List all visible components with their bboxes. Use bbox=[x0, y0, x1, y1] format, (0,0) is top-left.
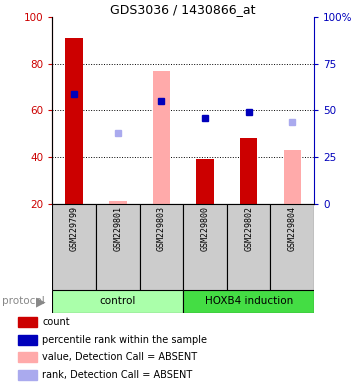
Bar bbox=[153, 71, 170, 204]
Text: protocol: protocol bbox=[2, 296, 44, 306]
Text: count: count bbox=[42, 317, 70, 327]
Text: GSM229803: GSM229803 bbox=[157, 206, 166, 251]
Text: HOXB4 induction: HOXB4 induction bbox=[205, 296, 293, 306]
Text: ▶: ▶ bbox=[36, 295, 46, 308]
Bar bbox=[283, 150, 301, 204]
Bar bbox=[52, 290, 183, 313]
Text: GSM229802: GSM229802 bbox=[244, 206, 253, 251]
Text: GSM229801: GSM229801 bbox=[113, 206, 122, 251]
Bar bbox=[65, 38, 83, 204]
Bar bbox=[196, 159, 214, 204]
Bar bbox=[270, 204, 314, 290]
Text: GSM229804: GSM229804 bbox=[288, 206, 297, 251]
Text: control: control bbox=[100, 296, 136, 306]
Bar bbox=[18, 370, 37, 380]
Bar bbox=[52, 204, 96, 290]
Bar bbox=[96, 204, 140, 290]
Text: value, Detection Call = ABSENT: value, Detection Call = ABSENT bbox=[42, 353, 197, 362]
Bar bbox=[140, 204, 183, 290]
Text: percentile rank within the sample: percentile rank within the sample bbox=[42, 334, 207, 344]
Text: GSM229800: GSM229800 bbox=[200, 206, 209, 251]
Bar bbox=[240, 138, 257, 204]
Bar bbox=[183, 204, 227, 290]
Bar bbox=[227, 204, 270, 290]
Text: rank, Detection Call = ABSENT: rank, Detection Call = ABSENT bbox=[42, 370, 193, 380]
Bar bbox=[18, 317, 37, 327]
Bar bbox=[18, 334, 37, 344]
Bar bbox=[109, 201, 126, 204]
Bar bbox=[183, 290, 314, 313]
Title: GDS3036 / 1430866_at: GDS3036 / 1430866_at bbox=[110, 3, 256, 16]
Bar bbox=[18, 353, 37, 362]
Text: GSM229799: GSM229799 bbox=[70, 206, 79, 251]
